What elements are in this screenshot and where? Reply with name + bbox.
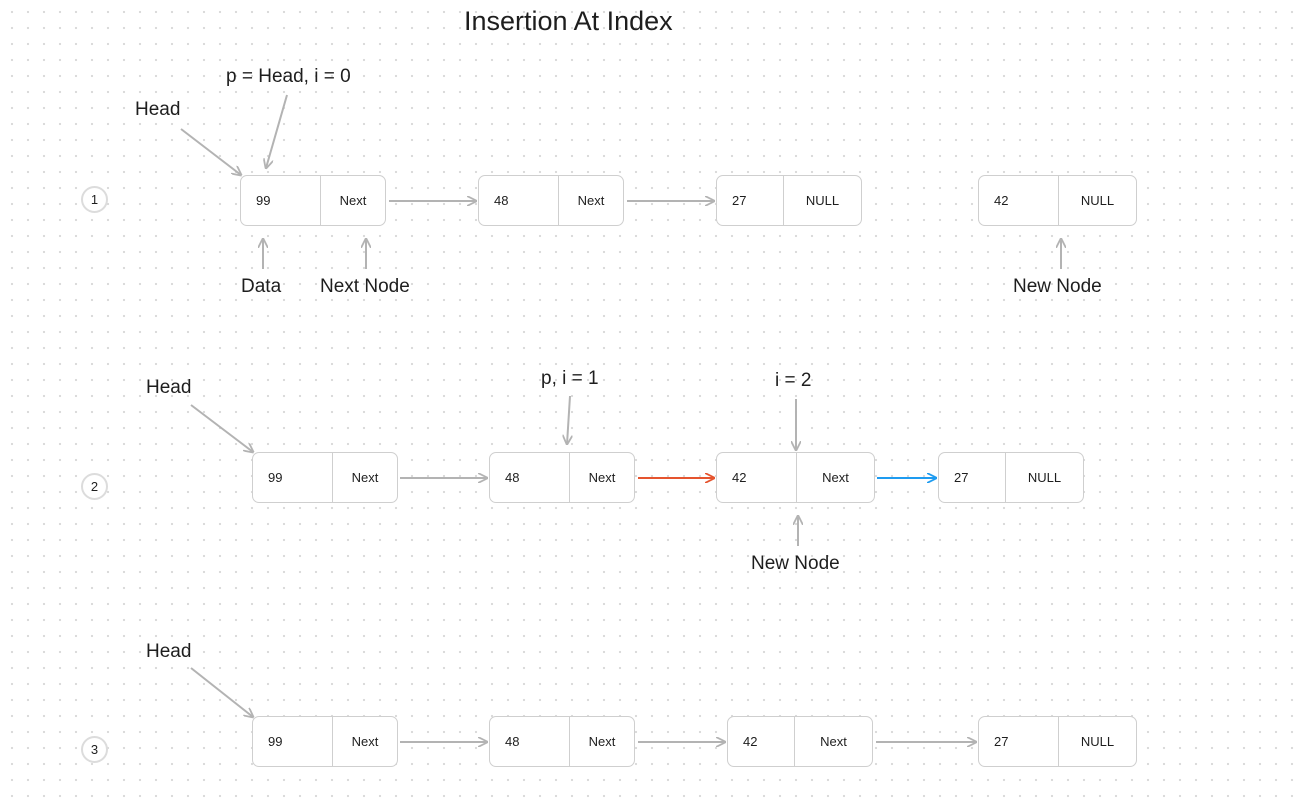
node-next-cell: Next bbox=[351, 470, 379, 485]
node-next-cell: NULL bbox=[805, 193, 840, 208]
node-next-cell: Next bbox=[822, 470, 849, 485]
step-badge-3: 3 bbox=[81, 736, 108, 763]
new-node-label-step2: New Node bbox=[751, 553, 840, 574]
list-node: 99 Next bbox=[252, 452, 398, 503]
list-node: 99 Next bbox=[252, 716, 398, 767]
new-list-node: 42 Next bbox=[716, 452, 875, 503]
list-node: 48 Next bbox=[478, 175, 624, 226]
node-data-cell: 42 bbox=[728, 717, 795, 766]
node-next-cell: NULL bbox=[1080, 193, 1115, 208]
node-data-cell: 42 bbox=[717, 453, 797, 502]
node-data-cell: 99 bbox=[253, 717, 333, 766]
data-label-step1: Data bbox=[241, 276, 282, 297]
node-data-cell: 48 bbox=[490, 453, 570, 502]
node-data-cell: 99 bbox=[241, 176, 321, 225]
new-node-label-step1: New Node bbox=[1013, 276, 1102, 297]
node-next-cell: Next bbox=[588, 734, 616, 749]
node-next-cell: NULL bbox=[1027, 470, 1062, 485]
head-label-step3: Head bbox=[146, 641, 192, 662]
head-label-step2: Head bbox=[146, 377, 192, 398]
node-next-cell: Next bbox=[339, 193, 367, 208]
index-label-step2: i = 2 bbox=[775, 370, 812, 391]
pointer-label-step2: p, i = 1 bbox=[541, 368, 599, 389]
next-node-label-step1: Next Node bbox=[320, 276, 410, 297]
list-node: 27 NULL bbox=[716, 175, 862, 226]
node-data-cell: 42 bbox=[979, 176, 1059, 225]
node-data-cell: 48 bbox=[490, 717, 570, 766]
node-next-cell: Next bbox=[351, 734, 379, 749]
head-arrow-step2 bbox=[190, 404, 253, 452]
node-next-cell: NULL bbox=[1080, 734, 1115, 749]
head-label-step1: Head bbox=[135, 99, 181, 120]
list-node: 42 Next bbox=[727, 716, 873, 767]
list-node: 48 Next bbox=[489, 716, 635, 767]
list-node: 27 NULL bbox=[938, 452, 1084, 503]
node-data-cell: 27 bbox=[979, 717, 1059, 766]
node-next-cell: Next bbox=[577, 193, 605, 208]
node-data-cell: 27 bbox=[939, 453, 1006, 502]
head-arrow-step1 bbox=[180, 128, 241, 175]
pointer-arrow-step2 bbox=[567, 395, 570, 444]
node-data-cell: 48 bbox=[479, 176, 559, 225]
node-next-cell: Next bbox=[588, 470, 616, 485]
step-badge-1: 1 bbox=[81, 186, 108, 213]
pointer-label-step1: p = Head, i = 0 bbox=[226, 66, 351, 87]
node-next-cell: Next bbox=[820, 734, 847, 749]
step-badge-2: 2 bbox=[81, 473, 108, 500]
new-list-node: 42 NULL bbox=[978, 175, 1137, 226]
node-data-cell: 27 bbox=[717, 176, 784, 225]
head-arrow-step3 bbox=[190, 667, 253, 717]
list-node: 27 NULL bbox=[978, 716, 1137, 767]
list-node: 99 Next bbox=[240, 175, 386, 226]
pointer-arrow-step1 bbox=[266, 94, 288, 168]
diagram-title: Insertion At Index bbox=[464, 6, 673, 36]
list-node: 48 Next bbox=[489, 452, 635, 503]
node-data-cell: 99 bbox=[253, 453, 333, 502]
